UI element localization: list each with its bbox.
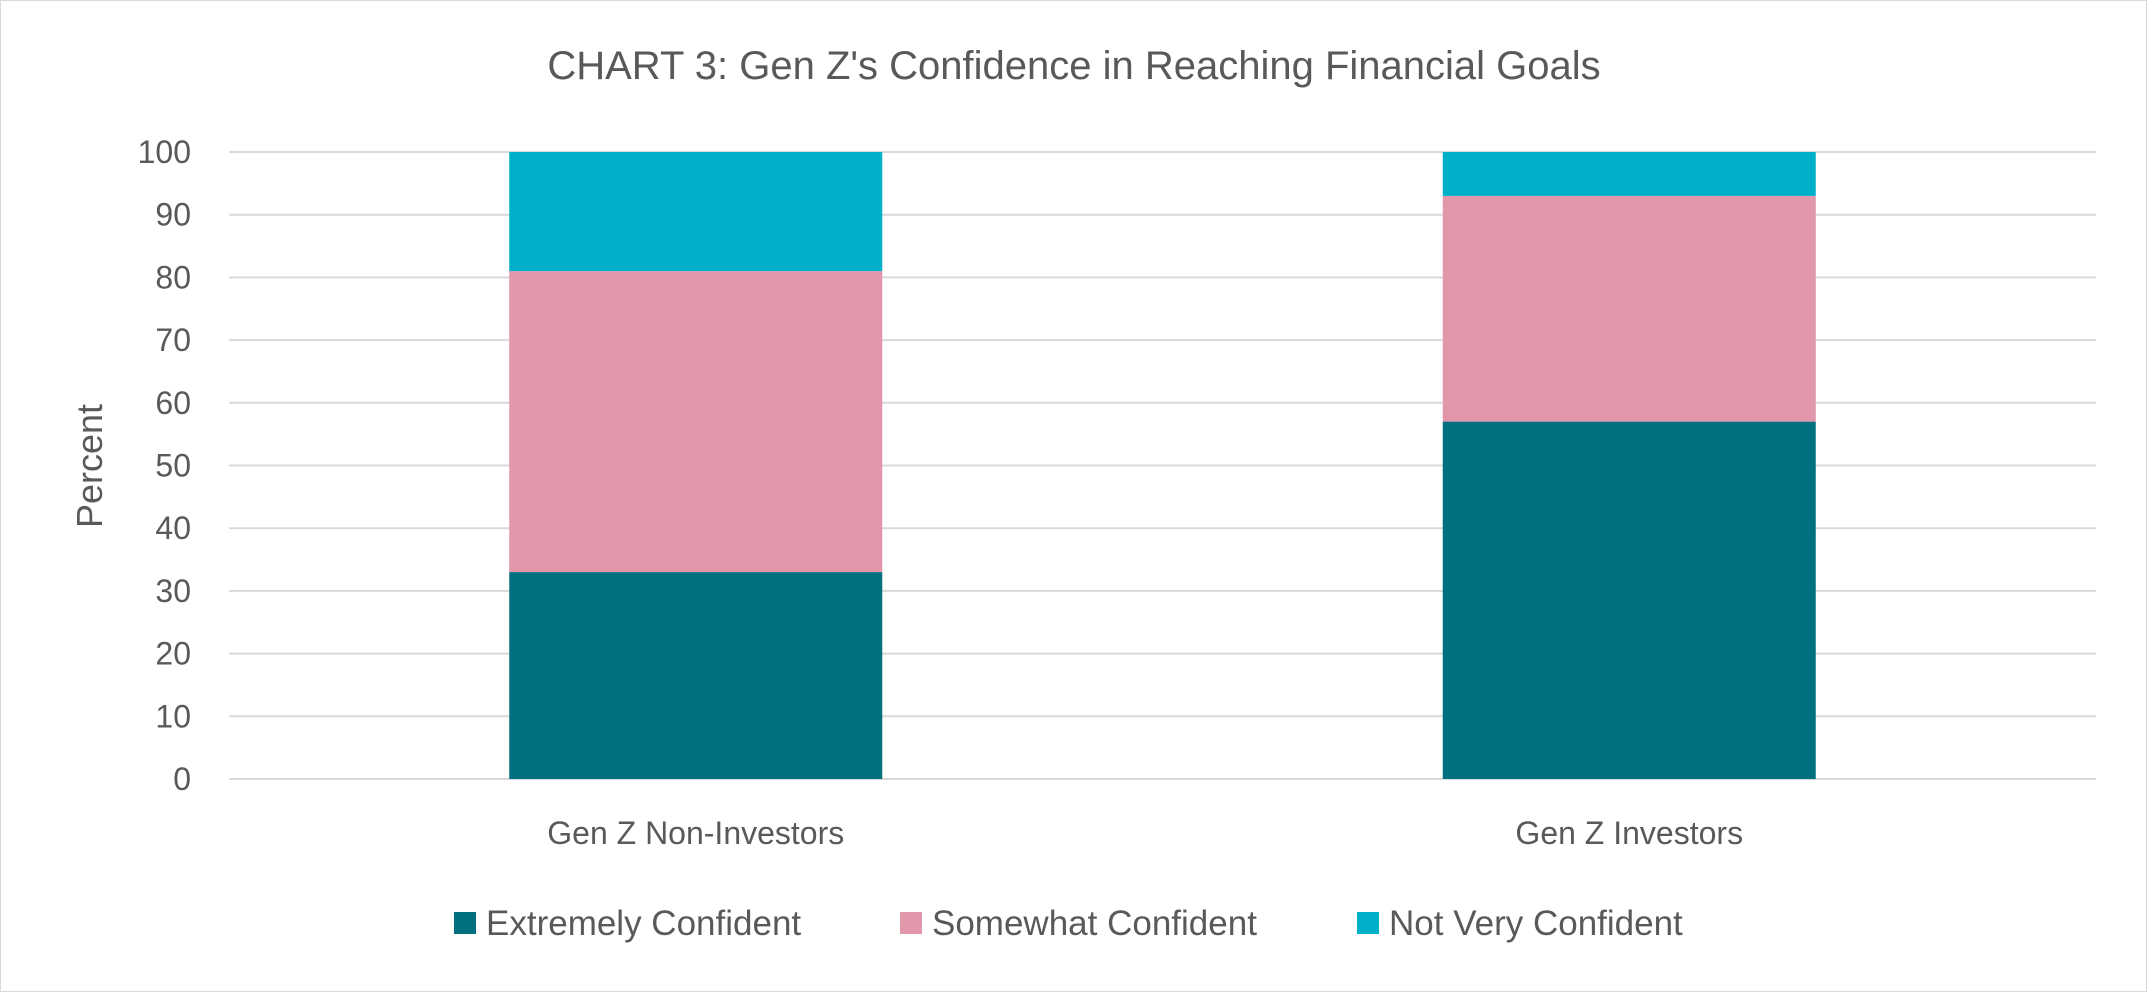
y-tick-label-90: 90 [155,197,191,233]
y-tick-label-30: 30 [155,573,191,609]
y-axis-ticks: 0 10 20 30 40 50 60 70 80 90 100 [138,134,191,797]
legend-swatch-extremely-confident [454,912,476,934]
y-axis-title: Percent [69,404,110,528]
y-tick-label-80: 80 [155,259,191,295]
legend-swatch-somewhat-confident [900,912,922,934]
chart-title: CHART 3: Gen Z's Confidence in Reaching … [547,44,1600,88]
bar-somewhat-confident-0 [509,271,883,573]
legend-swatch-not-very-confident [1357,912,1379,934]
x-category-label-0: Gen Z Non-Investors [547,815,844,851]
x-category-label-1: Gen Z Investors [1515,815,1743,851]
legend-label-extremely-confident: Extremely Confident [486,904,801,943]
y-tick-label-100: 100 [138,134,191,170]
y-tick-label-20: 20 [155,636,191,672]
bar-extremely-confident-1 [1442,421,1816,779]
y-tick-label-0: 0 [173,761,191,797]
x-axis-categories: Gen Z Non-Investors Gen Z Investors [547,815,1743,851]
legend-label-somewhat-confident: Somewhat Confident [932,904,1257,943]
y-tick-label-50: 50 [155,448,191,484]
legend-label-not-very-confident: Not Very Confident [1389,904,1683,943]
bar-extremely-confident-0 [509,572,883,779]
bars [509,152,1816,779]
y-tick-label-60: 60 [155,385,191,421]
bar-not-very-confident-0 [509,152,883,272]
y-tick-label-40: 40 [155,510,191,546]
legend: Extremely Confident Somewhat Confident Not… [454,904,1683,943]
y-tick-label-70: 70 [155,322,191,358]
y-tick-label-10: 10 [155,698,191,734]
bar-not-very-confident-1 [1442,152,1816,196]
bar-somewhat-confident-1 [1442,195,1816,422]
gridlines [229,151,2096,780]
